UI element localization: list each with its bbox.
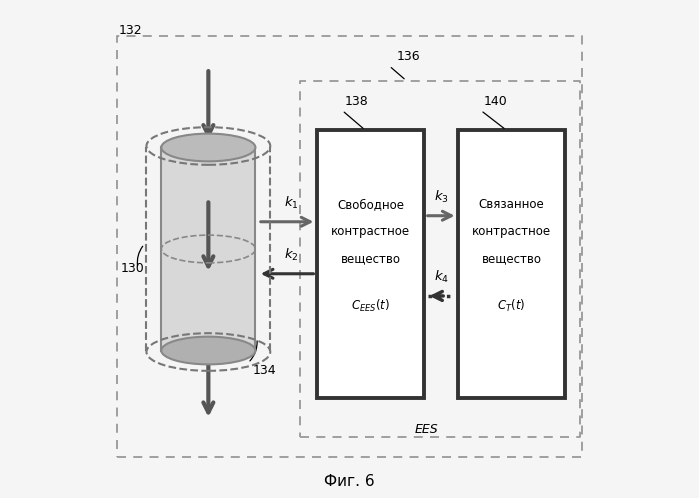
- Bar: [161, 147, 255, 351]
- Text: $k_4$: $k_4$: [433, 269, 449, 285]
- Text: 140: 140: [483, 95, 507, 108]
- Bar: [459, 130, 565, 397]
- Bar: [317, 130, 424, 397]
- Text: Свободное: Свободное: [337, 198, 404, 211]
- Text: $C_T(t)$: $C_T(t)$: [498, 298, 526, 314]
- Text: 132: 132: [118, 24, 142, 37]
- Text: EES: EES: [415, 423, 438, 436]
- Text: 130: 130: [121, 262, 145, 275]
- Text: контрастное: контрастное: [472, 225, 552, 238]
- Text: вещество: вещество: [340, 252, 401, 265]
- Text: 136: 136: [396, 50, 420, 63]
- Ellipse shape: [161, 337, 255, 365]
- Text: Связанное: Связанное: [479, 198, 545, 211]
- Text: 138: 138: [345, 95, 368, 108]
- Text: $C_{EES}(t)$: $C_{EES}(t)$: [351, 298, 390, 314]
- Text: $k_2$: $k_2$: [284, 247, 298, 263]
- Text: $k_3$: $k_3$: [433, 189, 449, 205]
- Text: контрастное: контрастное: [331, 225, 410, 238]
- Text: вещество: вещество: [482, 252, 542, 265]
- Text: Фиг. 6: Фиг. 6: [324, 474, 375, 489]
- Ellipse shape: [161, 133, 255, 161]
- Text: 134: 134: [253, 364, 277, 377]
- Text: $k_1$: $k_1$: [284, 195, 298, 211]
